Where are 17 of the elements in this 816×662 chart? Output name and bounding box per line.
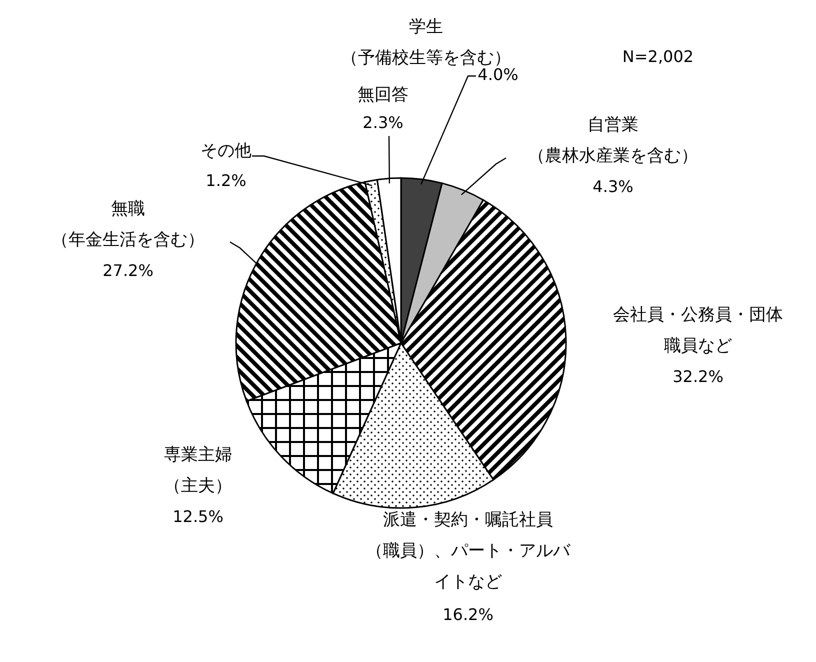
data-label: 12.5% xyxy=(172,507,224,526)
data-label: 2.3% xyxy=(362,113,404,132)
slice-label: 会社員・公務員・団体職員など xyxy=(613,305,783,356)
slice-label: 自営業（農林水産業を含む） xyxy=(528,115,698,166)
slice-label: 学生（予備校生等を含む） xyxy=(341,17,511,68)
slice-label: 専業主婦（主夫） xyxy=(164,445,232,496)
text: N=2,002 xyxy=(622,47,694,66)
data-label: 4.3% xyxy=(592,177,634,196)
data-label: 27.2% xyxy=(102,261,154,280)
data-label: 32.2% xyxy=(672,367,724,386)
slice-label: その他 xyxy=(200,141,252,161)
data-label: 16.2% xyxy=(442,605,494,624)
slice-label: 無職（年金生活を含む） xyxy=(52,199,204,250)
data-label: 4.0% xyxy=(478,65,518,84)
slice-label: 無回答 xyxy=(358,85,408,105)
data-label: 1.2% xyxy=(206,171,246,190)
slice-label: 派遣・契約・嘱託社員（職員）、パート・アルバイトなど xyxy=(366,510,571,592)
